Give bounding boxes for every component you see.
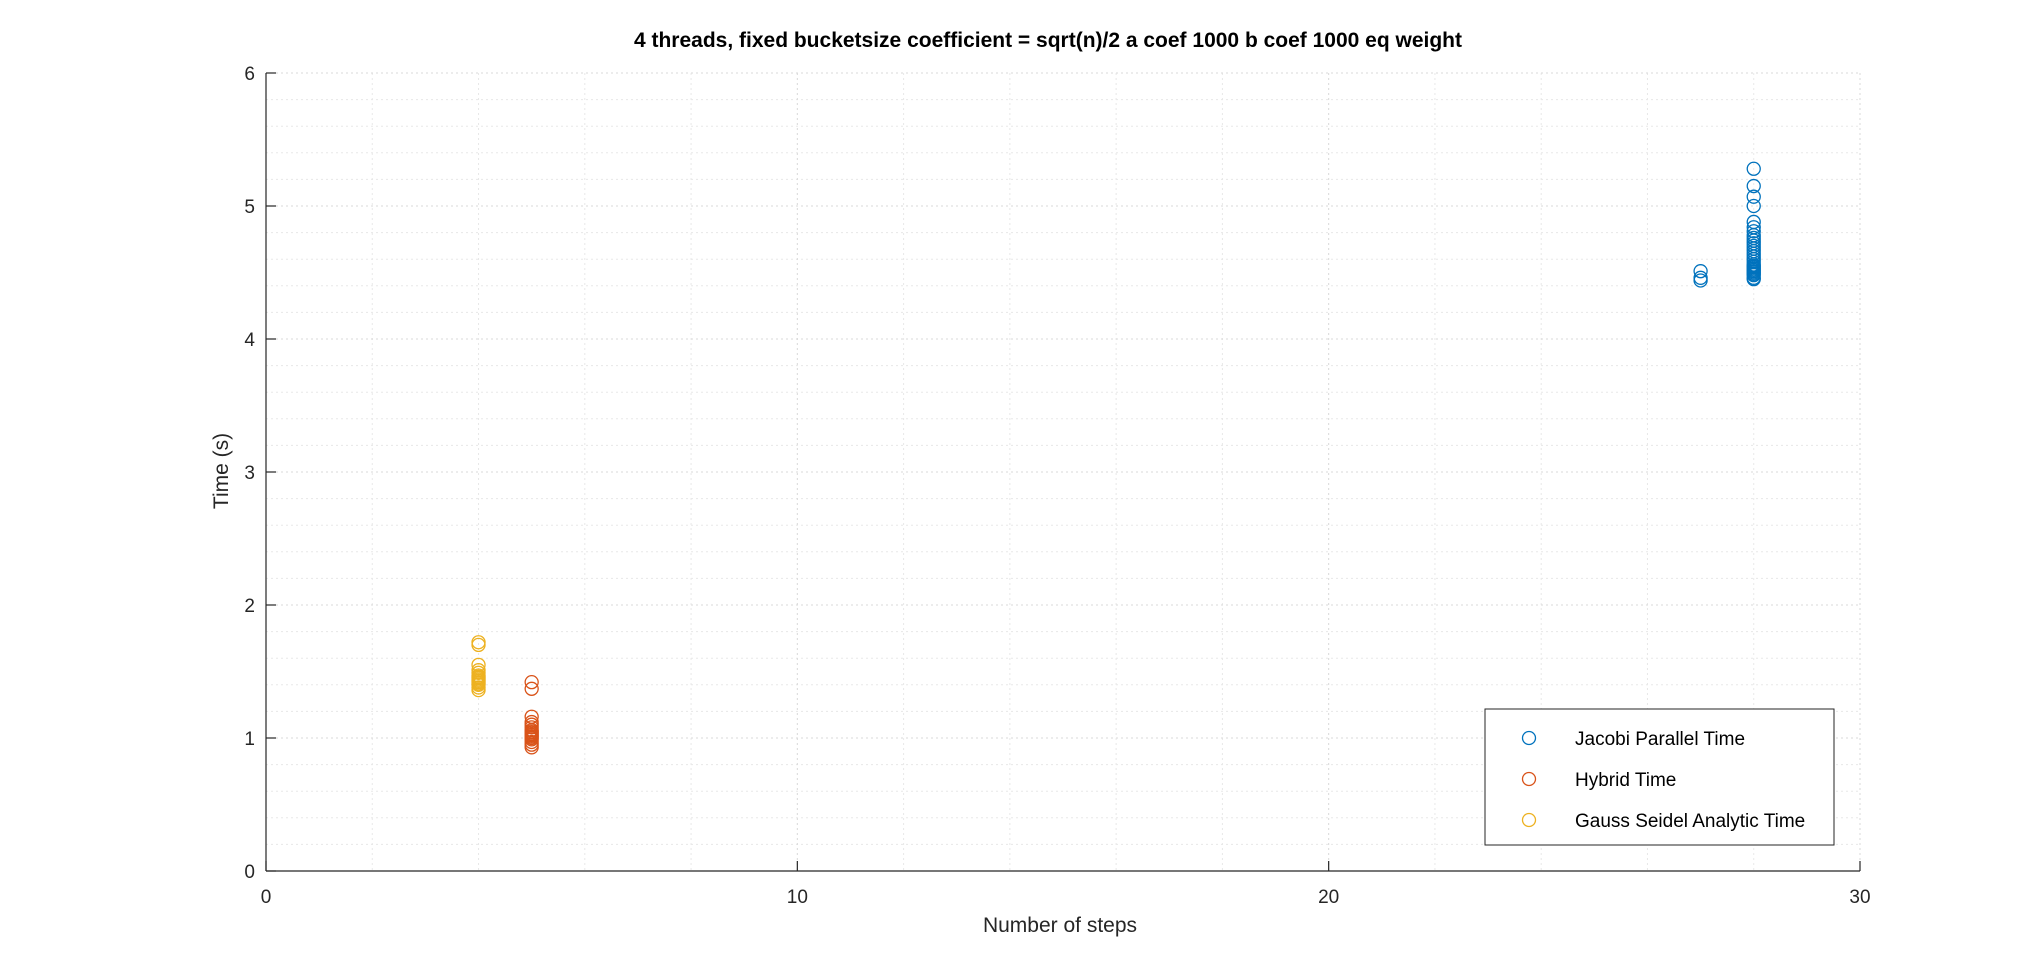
data-point bbox=[471, 635, 486, 650]
legend-marker bbox=[1521, 771, 1537, 787]
x-axis-label: Number of steps bbox=[983, 914, 1137, 937]
y-tick-label: 6 bbox=[244, 64, 255, 85]
x-tick-label: 0 bbox=[261, 887, 272, 908]
x-tick-label: 20 bbox=[1318, 887, 1339, 908]
axes bbox=[265, 72, 1861, 872]
legend-marker bbox=[1521, 812, 1537, 828]
x-tick-label: 10 bbox=[787, 887, 808, 908]
legend-box bbox=[1484, 708, 1835, 846]
series bbox=[471, 635, 486, 698]
data-point bbox=[524, 674, 539, 690]
y-tick-label: 3 bbox=[244, 463, 255, 484]
data-point bbox=[1746, 161, 1761, 176]
chart-title: 4 threads, fixed bucketsize coefficient … bbox=[634, 29, 1462, 52]
y-tick-label: 1 bbox=[244, 729, 255, 750]
data-point bbox=[1746, 271, 1761, 287]
data-point bbox=[524, 740, 539, 755]
x-tick-label: 30 bbox=[1849, 887, 1870, 908]
data-point bbox=[524, 681, 539, 696]
data-point bbox=[1746, 178, 1761, 194]
data-point bbox=[471, 637, 486, 653]
legend-marker bbox=[1521, 730, 1537, 746]
data-point bbox=[471, 682, 486, 698]
series bbox=[1693, 161, 1761, 288]
y-tick-label: 5 bbox=[244, 197, 255, 218]
y-tick-label: 0 bbox=[244, 862, 255, 883]
y-axis-label: Time (s) bbox=[210, 433, 233, 509]
data-point bbox=[1746, 224, 1761, 239]
legend-entry: Jacobi Parallel Time bbox=[1575, 729, 1745, 750]
data-point bbox=[1693, 270, 1708, 285]
series bbox=[524, 674, 539, 755]
y-tick-label: 4 bbox=[244, 330, 255, 351]
data-point bbox=[1693, 264, 1708, 279]
legend-entry: Hybrid Time bbox=[1575, 770, 1676, 791]
data-point bbox=[1746, 189, 1761, 204]
legend-entry: Gauss Seidel Analytic Time bbox=[1575, 811, 1805, 832]
tick-labels: 0 10 20 30 0 1 2 3 4 5 6 bbox=[244, 64, 1870, 908]
data-point bbox=[1746, 198, 1761, 214]
data-points bbox=[471, 161, 1761, 755]
y-tick-label: 2 bbox=[244, 596, 255, 617]
legend: Jacobi Parallel Time Hybrid Time Gauss Sei… bbox=[1484, 708, 1835, 846]
